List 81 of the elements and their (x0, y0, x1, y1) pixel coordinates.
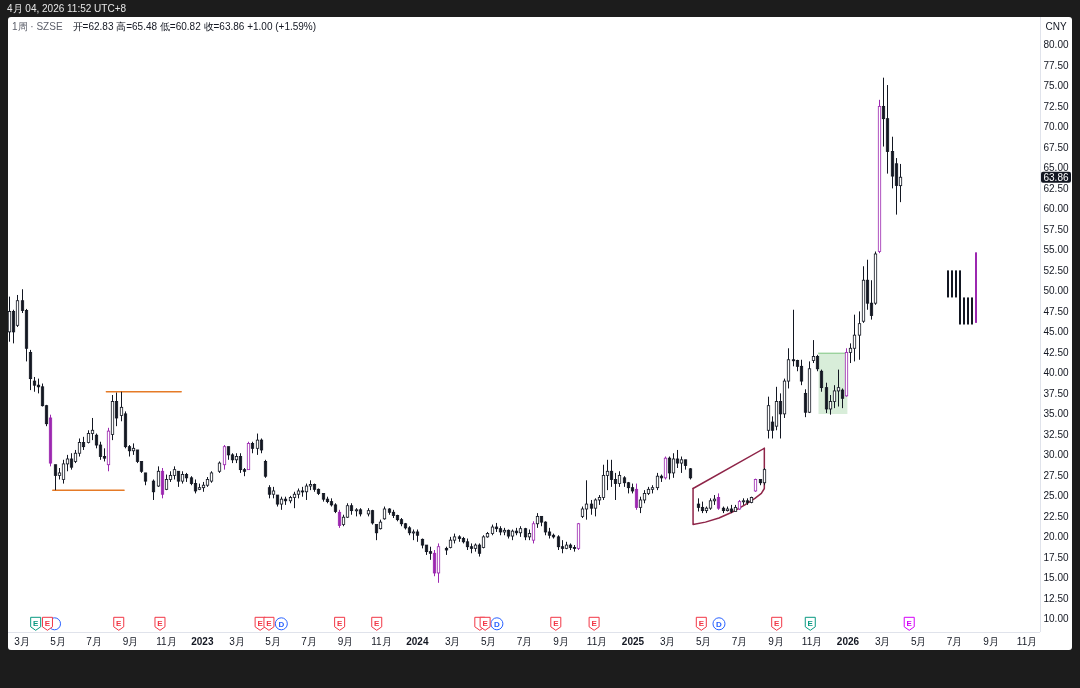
x-tick-label: 5月 (695, 636, 712, 647)
y-tick-label: 40.00 (1043, 367, 1069, 379)
y-tick-label: 65.00 (1043, 162, 1069, 174)
x-tick-label: 3月 (444, 636, 461, 647)
x-tick-label: 9月 (768, 636, 784, 647)
x-tick-label: 7月 (301, 636, 317, 647)
annotation: 63.86 (1043, 171, 1069, 183)
y-tick-label: 77.50 (1043, 59, 1069, 71)
text: E (266, 618, 272, 628)
text: E (116, 618, 122, 628)
y-tick-label: 25.00 (1043, 490, 1069, 502)
x-tick-label: 9月 (553, 636, 569, 647)
x-tick-label: 2023 (191, 636, 214, 647)
x-tick-label: 3月 (874, 636, 891, 647)
series-label: D (278, 619, 285, 629)
y-tick-label: 72.50 (1043, 100, 1069, 112)
text: E (774, 618, 780, 628)
chart-title: 1周 · SZSE (12, 21, 63, 32)
chart-subtitle: 开=62.83 高=65.48 低=60.82 收=63.86 +1.00 (+1.59%) (72, 21, 317, 32)
text: E (257, 618, 263, 628)
x-tick-label: 9月 (122, 636, 139, 647)
text: E (698, 618, 704, 628)
y-tick-label: 60.00 (1043, 203, 1069, 215)
y-tick-label: 80.00 (1043, 39, 1069, 51)
x-tick-label: 7月 (946, 636, 963, 647)
text: 4月 04, 2026 11:52 UTC+8 (7, 3, 127, 14)
series-label: E (33, 618, 40, 628)
y-tick-label: 57.50 (1043, 223, 1069, 235)
series-label: E (482, 618, 489, 628)
x-tick-label: 2024 (406, 636, 429, 647)
series-label: E (906, 618, 913, 628)
x-tick-label: 3月 (229, 636, 245, 647)
y-axis-title: CNY (1045, 21, 1067, 32)
x-tick-label: 11月 (801, 636, 823, 647)
text: E (374, 618, 380, 628)
x-tick-label: 9月 (337, 636, 354, 647)
x-tick-label: 5月 (480, 636, 497, 647)
x-tick-label: 5月 (265, 636, 281, 647)
text: D (716, 619, 722, 629)
y-tick-label: 42.50 (1043, 346, 1069, 358)
y-tick-label: 55.00 (1043, 244, 1069, 256)
y-tick-label: 27.50 (1043, 469, 1069, 481)
y-tick-label: 50.00 (1043, 285, 1069, 297)
y-tick-label: 37.50 (1043, 387, 1069, 399)
y-tick-label: 47.50 (1043, 305, 1069, 317)
y-tick-label: 17.50 (1043, 551, 1069, 563)
x-tick-label: 7月 (86, 636, 102, 647)
y-tick-label: 12.50 (1043, 592, 1069, 604)
text: E (157, 618, 163, 628)
x-tick-label: 7月 (516, 636, 533, 647)
text: E (44, 618, 51, 628)
y-tick-label: 67.50 (1043, 141, 1069, 153)
x-tick-label: 11月 (371, 636, 392, 647)
x-tick-label: 2025 (621, 636, 645, 647)
x-tick-label: 3月 (14, 636, 30, 647)
y-tick-label: 22.50 (1043, 510, 1069, 522)
y-tick-label: 75.00 (1043, 80, 1069, 92)
text: E (553, 618, 559, 628)
text: D (494, 619, 500, 629)
x-tick-label: 2026 (836, 636, 860, 647)
x-tick-label: 7月 (731, 636, 748, 647)
x-tick-label: 9月 (983, 636, 999, 647)
y-tick-label: 35.00 (1043, 408, 1069, 420)
text: E (336, 618, 343, 628)
text: E (591, 618, 597, 628)
x-tick-label: 3月 (659, 636, 676, 647)
x-tick-label: 11月 (586, 636, 608, 647)
y-tick-label: 62.50 (1043, 182, 1069, 194)
y-tick-label: 30.00 (1043, 449, 1069, 461)
y-tick-label: 52.50 (1043, 264, 1069, 276)
y-tick-label: 45.00 (1043, 326, 1069, 338)
text: E (807, 618, 813, 628)
y-tick-label: 70.00 (1043, 121, 1069, 133)
x-tick-label: 5月 (910, 636, 927, 647)
x-tick-label: 5月 (50, 636, 66, 647)
y-tick-label: 10.00 (1043, 613, 1069, 625)
y-tick-label: 20.00 (1043, 531, 1069, 543)
y-tick-label: 32.50 (1043, 428, 1069, 440)
x-tick-label: 11月 (1016, 636, 1038, 647)
x-tick-label: 11月 (156, 636, 177, 647)
y-tick-label: 15.00 (1043, 572, 1069, 584)
